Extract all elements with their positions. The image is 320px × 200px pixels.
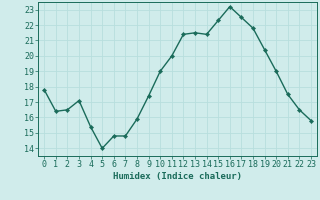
X-axis label: Humidex (Indice chaleur): Humidex (Indice chaleur) — [113, 172, 242, 181]
